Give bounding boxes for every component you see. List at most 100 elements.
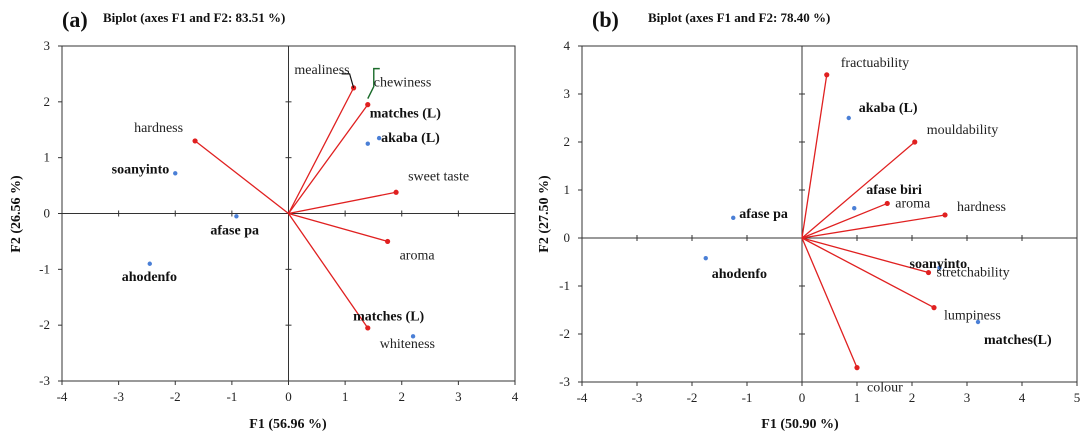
y-axis-label: F2 (27.50 %): [537, 175, 552, 253]
x-tick-label: 4: [512, 389, 519, 404]
variable-vector: [801, 74, 828, 239]
variable-vector: [194, 140, 289, 215]
x-axis-label: F1 (50.90 %): [761, 417, 839, 432]
variable-point: [931, 305, 937, 311]
y-tick-label: 0: [564, 230, 571, 245]
observation-label: matches(L): [984, 333, 1052, 348]
panel-label: (a): [62, 7, 88, 32]
variable-label: aroma: [895, 196, 931, 211]
x-tick-label: -3: [632, 390, 643, 405]
observation-label: matches (L): [353, 309, 424, 324]
observation-point: [147, 261, 152, 266]
variable-vector: [801, 141, 916, 239]
observation-label: ahodenfo: [712, 267, 767, 282]
variable-vector: [801, 237, 929, 274]
y-tick-label: 3: [44, 38, 51, 53]
x-tick-label: 1: [854, 390, 861, 405]
x-tick-label: -2: [170, 389, 181, 404]
panel-b: -4 -3 -2 -1 0 1 2 3 4 5 -3 -2 -1 0 1 2 3 4 (b) Biplot (axes…: [537, 7, 1080, 432]
chewiness-leader: [367, 67, 380, 99]
variable-point: [192, 138, 198, 144]
y-tick-label: 1: [44, 150, 51, 165]
x-tick-label: 4: [1019, 390, 1026, 405]
y-tick-label: 4: [564, 38, 571, 53]
variable-label: mealiness: [294, 63, 349, 78]
x-tick-label: 3: [964, 390, 971, 405]
observation-label: akaba (L): [381, 131, 440, 146]
variable-label: aroma: [400, 248, 436, 263]
variable-label: chewiness: [374, 76, 432, 91]
x-axis-label: F1 (56.96 %): [249, 417, 327, 432]
variable-label: fractuability: [841, 56, 909, 71]
variable-vector: [287, 87, 355, 214]
variable-vector: [801, 237, 935, 309]
variable-point: [884, 200, 890, 207]
y-tick-label: 2: [564, 134, 571, 149]
x-tick-label: 2: [909, 390, 916, 405]
chart-title: Biplot (axes F1 and F2: 83.51 %): [103, 10, 285, 25]
y-tick-label: -3: [559, 374, 570, 389]
variable-point: [384, 238, 391, 245]
observation-label: ahodenfo: [122, 270, 177, 285]
observation-label: soanyinto: [910, 257, 968, 272]
variable-point: [925, 269, 932, 276]
variable-label: whiteness: [380, 337, 435, 352]
observation-point: [937, 265, 942, 270]
observation-label: akaba (L): [859, 101, 918, 116]
variable-label: colour: [867, 381, 903, 396]
x-tick-label: 2: [399, 389, 406, 404]
observation-point: [852, 206, 857, 211]
x-tick-label: -4: [57, 389, 68, 404]
panel-label: (b): [592, 7, 619, 32]
observation-point: [173, 171, 178, 176]
variable-vector: [287, 104, 369, 214]
variable-label: hardness: [134, 121, 183, 136]
variable-vector: [801, 237, 858, 368]
plot-frame: [581, 45, 1078, 383]
y-tick-label: 2: [44, 94, 51, 109]
y-tick-label: 0: [44, 206, 51, 221]
x-tick-label: 5: [1074, 390, 1081, 405]
variable-point: [365, 325, 371, 331]
variable-point: [393, 189, 399, 195]
observation-point: [846, 115, 851, 121]
observation-label: afase pa: [739, 207, 788, 222]
x-tick-label: -2: [687, 390, 698, 405]
variable-vector: [801, 202, 888, 239]
variable-label: hardness: [957, 200, 1006, 215]
mealiness-leader: [341, 73, 355, 89]
y-axis-label: F2 (26.56 %): [9, 175, 24, 253]
variable-vector: [288, 191, 397, 215]
variable-label: sweet taste: [408, 169, 469, 184]
observation-point: [731, 215, 736, 221]
y-tick-label: -1: [559, 278, 570, 293]
observation-label: matches (L): [370, 107, 441, 122]
chart-title: Biplot (axes F1 and F2: 78.40 %): [648, 10, 830, 25]
y-tick-label: -1: [39, 261, 50, 276]
variable-point: [942, 212, 948, 218]
x-tick-label: -1: [226, 389, 237, 404]
observation-point: [234, 214, 239, 219]
panel-a: -4 -3 -2 -1 0 1 2 3 4 -3 -2 -1 0 1 2 3 (a) Biplot (axes F…: [9, 7, 519, 432]
observation-label: afase pa: [210, 223, 259, 238]
variable-label: mouldability: [927, 123, 999, 138]
x-tick-label: 3: [455, 389, 462, 404]
observation-point: [703, 255, 708, 261]
variable-label: lumpiness: [944, 309, 1001, 324]
observation-point: [376, 135, 382, 141]
variable-label: stretchability: [937, 266, 1010, 281]
variable-vector: [287, 213, 369, 329]
x-tick-label: -3: [113, 389, 124, 404]
observation-label: soanyinto: [112, 162, 170, 177]
variable-point: [365, 102, 371, 108]
y-tick-label: 3: [564, 86, 571, 101]
x-tick-label: 1: [342, 389, 349, 404]
variable-vector: [288, 212, 388, 243]
variable-point: [854, 365, 860, 371]
observation-point: [975, 319, 981, 325]
y-tick-label: -3: [39, 373, 50, 388]
y-tick-label: 1: [564, 182, 571, 197]
observation-point: [410, 334, 416, 339]
x-tick-label: -4: [577, 390, 588, 405]
